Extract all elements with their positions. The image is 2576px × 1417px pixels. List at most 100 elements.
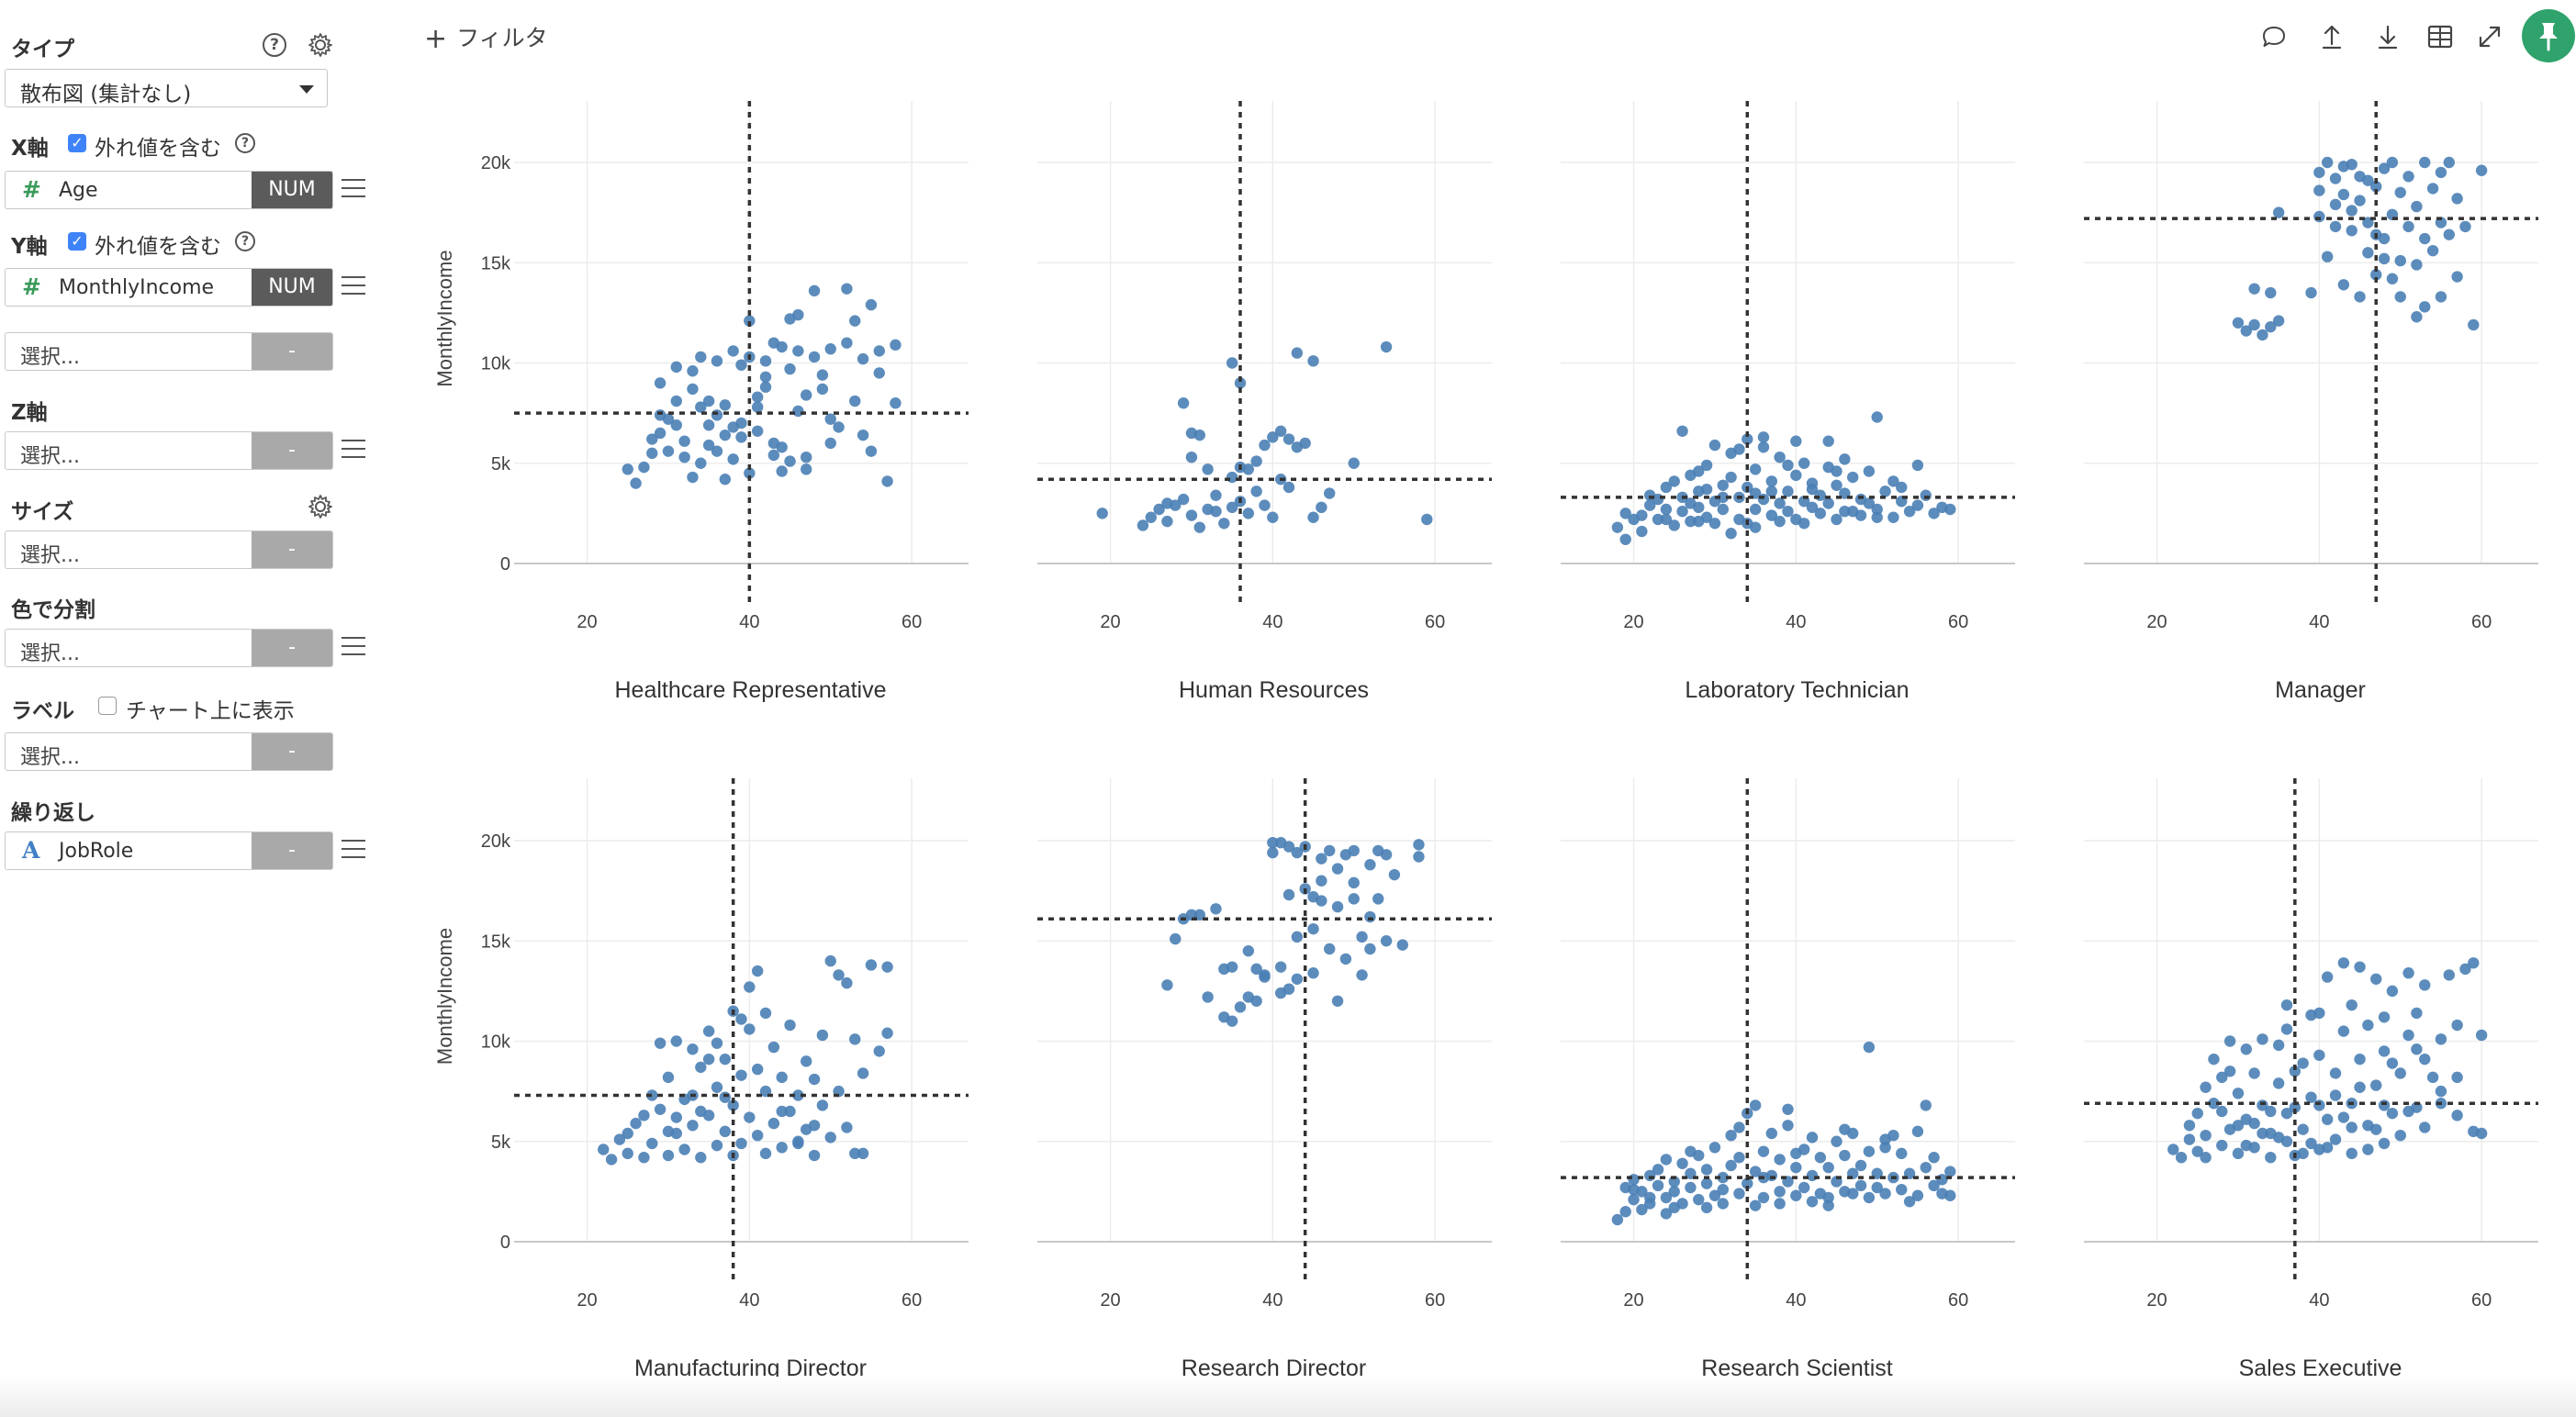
- data-point: [1831, 479, 1842, 491]
- label-field[interactable]: 選択... -: [5, 732, 333, 771]
- label-section-label: ラベル: [11, 699, 74, 723]
- data-point: [1847, 471, 1859, 484]
- data-point: [1161, 515, 1173, 528]
- x-include-outliers-checkbox[interactable]: ✓: [68, 134, 86, 152]
- data-point: [2402, 220, 2414, 233]
- data-point: [1749, 1166, 1762, 1177]
- data-point: [759, 1147, 772, 1160]
- data-point: [702, 439, 715, 452]
- show-on-chart-checkbox[interactable]: [98, 697, 117, 715]
- data-point: [792, 405, 804, 418]
- data-point: [1903, 505, 1916, 518]
- z-axis-field[interactable]: 選択... -: [5, 431, 333, 470]
- upload-icon[interactable]: [2317, 22, 2346, 51]
- data-point: [1202, 463, 1214, 475]
- data-point: [670, 395, 682, 407]
- data-point: [2232, 1147, 2245, 1160]
- data-point: [2435, 1033, 2447, 1045]
- data-point: [638, 461, 650, 474]
- data-point: [1847, 1188, 1859, 1199]
- data-point: [1749, 1099, 1762, 1111]
- data-point: [2321, 971, 2334, 983]
- data-point: [849, 315, 861, 327]
- data-point: [1749, 521, 1762, 533]
- help-icon[interactable]: ?: [263, 33, 286, 57]
- data-point: [1324, 487, 1336, 499]
- gear-icon[interactable]: [307, 31, 334, 59]
- y-include-outliers-checkbox[interactable]: ✓: [68, 232, 86, 251]
- data-point: [767, 1041, 780, 1054]
- help-icon[interactable]: ?: [235, 133, 255, 153]
- hamburger-menu-icon[interactable]: [342, 276, 365, 296]
- type-label: タイプ: [11, 38, 74, 61]
- hamburger-menu-icon[interactable]: [342, 440, 365, 460]
- x-include-outliers-label: 外れ値を含む: [95, 137, 221, 161]
- data-point: [1814, 508, 1827, 519]
- expand-icon[interactable]: [2475, 22, 2504, 51]
- data-point: [2346, 1147, 2358, 1160]
- data-point: [1806, 1196, 1819, 1208]
- data-point: [1348, 876, 1360, 889]
- add-filter-button[interactable]: + フィルタ: [424, 20, 548, 55]
- x-axis-field[interactable]: # Age NUM: [5, 171, 333, 209]
- data-point: [1725, 1129, 1737, 1142]
- size-field[interactable]: 選択... -: [5, 530, 333, 569]
- data-point: [2232, 1120, 2245, 1132]
- download-icon[interactable]: [2373, 22, 2402, 51]
- data-point: [1185, 509, 1198, 521]
- data-point: [2426, 244, 2439, 257]
- data-point: [2443, 229, 2455, 240]
- y-axis-type-badge: NUM: [252, 269, 332, 306]
- hamburger-menu-icon[interactable]: [342, 637, 365, 657]
- table-icon[interactable]: [2425, 22, 2455, 51]
- data-point: [1185, 427, 1198, 440]
- data-point: [2354, 961, 2366, 973]
- data-point: [1242, 508, 1255, 519]
- data-point: [841, 976, 853, 989]
- data-point: [2354, 1081, 2366, 1093]
- data-point: [784, 1105, 796, 1118]
- data-point: [695, 351, 707, 363]
- y-tick-label: 20k: [481, 831, 511, 852]
- data-point: [711, 355, 723, 367]
- data-point: [1628, 1183, 1640, 1196]
- data-point: [1291, 347, 1304, 359]
- data-point: [1619, 1206, 1631, 1218]
- data-point: [1193, 521, 1205, 533]
- data-point: [2248, 1067, 2260, 1079]
- data-point: [1652, 493, 1664, 506]
- data-point: [1185, 451, 1198, 463]
- data-point: [1806, 501, 1819, 514]
- gear-icon[interactable]: [307, 493, 334, 520]
- data-point: [1218, 518, 1230, 530]
- data-point: [1282, 888, 1295, 901]
- data-point: [1839, 453, 1851, 465]
- hamburger-menu-icon[interactable]: [342, 179, 365, 199]
- data-point: [1717, 1171, 1729, 1184]
- x-tick-label: 40: [1786, 612, 1806, 632]
- pin-button[interactable]: [2522, 9, 2575, 62]
- help-icon[interactable]: ?: [235, 231, 255, 251]
- y-axis-field[interactable]: # MonthlyIncome NUM: [5, 268, 333, 307]
- comment-icon[interactable]: [2259, 22, 2289, 51]
- data-point: [719, 429, 732, 441]
- data-point: [1831, 465, 1842, 477]
- y-axis-extra-field[interactable]: 選択... -: [5, 332, 333, 371]
- data-point: [2346, 205, 2358, 217]
- color-split-field[interactable]: 選択... -: [5, 629, 333, 667]
- data-point: [1742, 433, 1753, 445]
- hamburger-menu-icon[interactable]: [342, 840, 365, 860]
- chart-type-select[interactable]: 散布図 (集計なし): [5, 69, 328, 107]
- repeat-field[interactable]: A JobRole -: [5, 831, 333, 870]
- data-point: [1316, 501, 1327, 514]
- data-point: [1757, 431, 1770, 443]
- data-point: [735, 1013, 747, 1025]
- data-point: [1161, 497, 1173, 509]
- show-on-chart-label: チャート上に表示: [126, 699, 295, 723]
- data-point: [816, 383, 829, 396]
- data-point: [1774, 451, 1786, 463]
- data-point: [824, 1132, 836, 1144]
- data-point: [2468, 318, 2480, 331]
- data-point: [2289, 1066, 2302, 1077]
- data-point: [873, 345, 885, 357]
